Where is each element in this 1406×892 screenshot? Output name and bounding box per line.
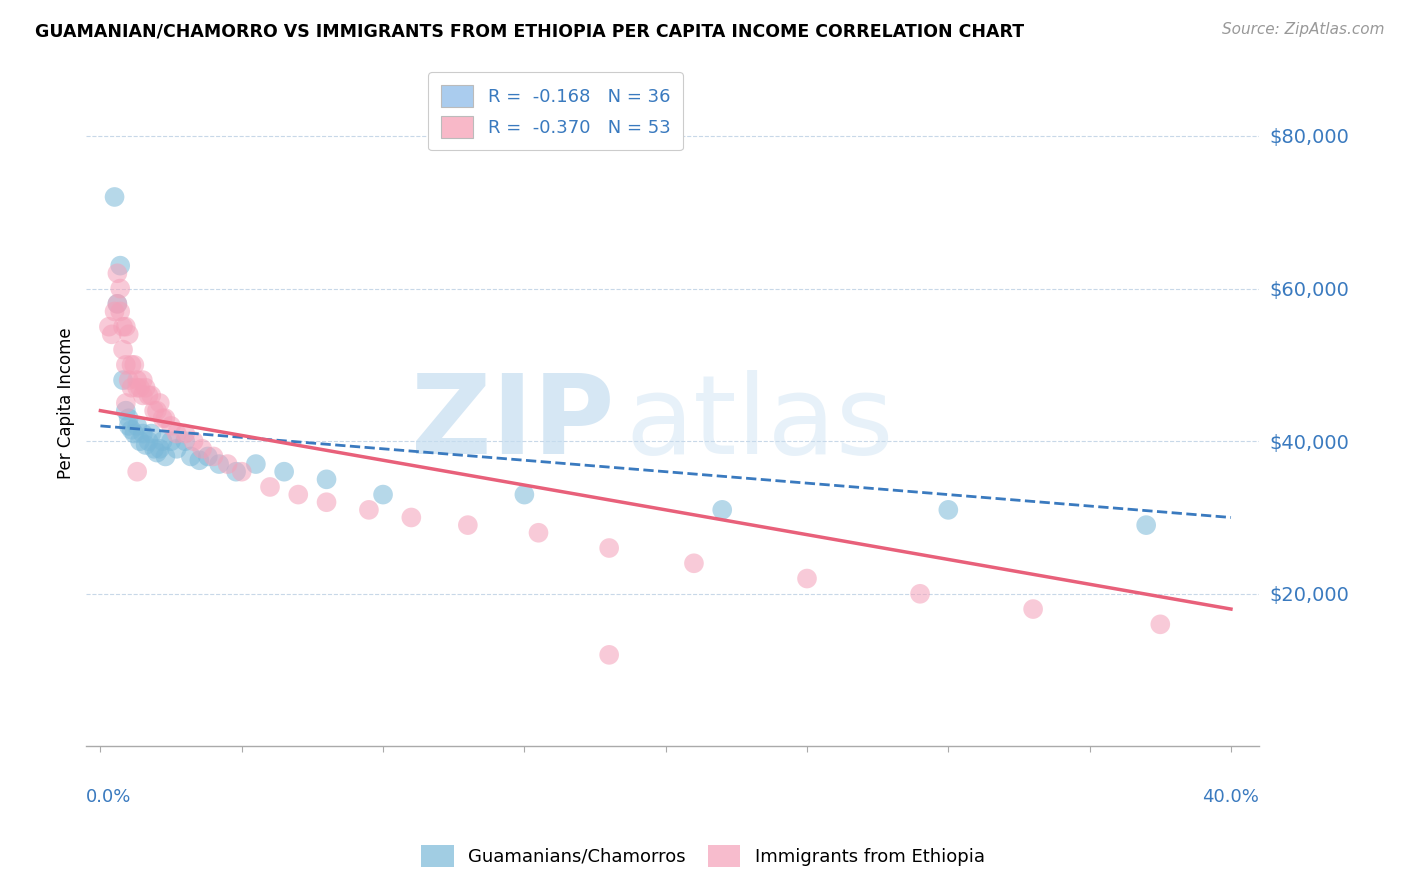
- Point: [112, 319, 135, 334]
- Point: [108, 259, 131, 273]
- Point: [143, 442, 166, 456]
- Point: [146, 403, 169, 417]
- Point: [129, 381, 152, 395]
- Point: [115, 358, 138, 372]
- Point: [598, 541, 620, 555]
- Point: [188, 453, 211, 467]
- Point: [118, 418, 141, 433]
- Point: [105, 297, 128, 311]
- Point: [513, 487, 536, 501]
- Text: ZIP: ZIP: [411, 370, 614, 477]
- Point: [908, 587, 931, 601]
- Point: [118, 411, 141, 425]
- Point: [231, 465, 253, 479]
- Point: [103, 304, 125, 318]
- Point: [115, 319, 138, 334]
- Point: [152, 411, 174, 425]
- Point: [166, 426, 188, 441]
- Point: [208, 457, 231, 471]
- Point: [132, 373, 155, 387]
- Point: [180, 450, 202, 464]
- Point: [105, 266, 128, 280]
- Point: [527, 525, 550, 540]
- Point: [143, 403, 166, 417]
- Point: [135, 381, 157, 395]
- Point: [127, 381, 149, 395]
- Point: [160, 418, 183, 433]
- Point: [598, 648, 620, 662]
- Point: [155, 411, 177, 425]
- Text: 40.0%: 40.0%: [1202, 788, 1260, 805]
- Point: [103, 190, 125, 204]
- Point: [259, 480, 281, 494]
- Point: [121, 423, 143, 437]
- Y-axis label: Per Capita Income: Per Capita Income: [58, 327, 75, 479]
- Point: [711, 503, 734, 517]
- Point: [149, 442, 172, 456]
- Point: [100, 327, 122, 342]
- Legend: Guamanians/Chamorros, Immigrants from Ethiopia: Guamanians/Chamorros, Immigrants from Et…: [415, 838, 991, 874]
- Point: [138, 434, 160, 449]
- Point: [124, 358, 146, 372]
- Text: atlas: atlas: [626, 370, 894, 477]
- Point: [112, 373, 135, 387]
- Point: [245, 457, 267, 471]
- Point: [183, 434, 205, 449]
- Text: 0.0%: 0.0%: [86, 788, 132, 805]
- Point: [225, 465, 247, 479]
- Point: [796, 572, 818, 586]
- Point: [127, 465, 149, 479]
- Point: [166, 442, 188, 456]
- Point: [129, 434, 152, 449]
- Point: [1022, 602, 1045, 616]
- Point: [132, 426, 155, 441]
- Point: [121, 381, 143, 395]
- Point: [115, 403, 138, 417]
- Point: [683, 556, 706, 570]
- Point: [197, 450, 219, 464]
- Point: [152, 434, 174, 449]
- Point: [135, 438, 157, 452]
- Point: [401, 510, 423, 524]
- Point: [115, 396, 138, 410]
- Point: [112, 343, 135, 357]
- Point: [118, 327, 141, 342]
- Point: [105, 297, 128, 311]
- Point: [121, 358, 143, 372]
- Point: [160, 434, 183, 449]
- Point: [1135, 518, 1157, 533]
- Point: [287, 487, 309, 501]
- Point: [357, 503, 380, 517]
- Point: [174, 434, 197, 449]
- Point: [371, 487, 394, 501]
- Point: [108, 304, 131, 318]
- Point: [217, 457, 239, 471]
- Point: [141, 426, 163, 441]
- Point: [149, 396, 172, 410]
- Point: [155, 450, 177, 464]
- Point: [138, 388, 160, 402]
- Point: [315, 495, 337, 509]
- Text: GUAMANIAN/CHAMORRO VS IMMIGRANTS FROM ETHIOPIA PER CAPITA INCOME CORRELATION CHA: GUAMANIAN/CHAMORRO VS IMMIGRANTS FROM ET…: [35, 22, 1025, 40]
- Point: [132, 388, 155, 402]
- Point: [141, 388, 163, 402]
- Point: [1149, 617, 1171, 632]
- Point: [936, 503, 959, 517]
- Point: [457, 518, 479, 533]
- Text: Source: ZipAtlas.com: Source: ZipAtlas.com: [1222, 22, 1385, 37]
- Point: [202, 450, 225, 464]
- Point: [127, 373, 149, 387]
- Point: [124, 426, 146, 441]
- Point: [146, 445, 169, 459]
- Point: [127, 418, 149, 433]
- Point: [315, 472, 337, 486]
- Point: [191, 442, 214, 456]
- Point: [97, 319, 120, 334]
- Point: [273, 465, 295, 479]
- Point: [174, 426, 197, 441]
- Point: [108, 281, 131, 295]
- Legend: R =  -0.168   N = 36, R =  -0.370   N = 53: R = -0.168 N = 36, R = -0.370 N = 53: [427, 72, 683, 151]
- Point: [118, 373, 141, 387]
